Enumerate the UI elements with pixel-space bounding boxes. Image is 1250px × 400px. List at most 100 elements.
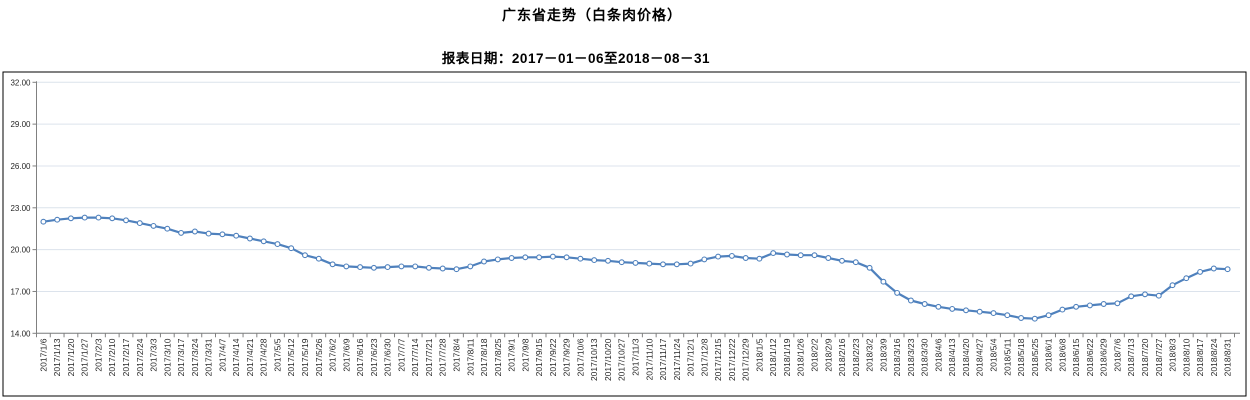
data-point-marker (839, 257, 845, 264)
data-point-marker (1004, 312, 1011, 319)
x-axis-label: 2018/2/9 (823, 338, 833, 371)
x-axis-label: 2018/5/25 (1030, 338, 1040, 376)
x-axis-label: 2017/7/14 (410, 338, 420, 376)
x-axis-label: 2018/3/30 (920, 338, 930, 376)
data-point-marker (494, 256, 501, 263)
x-axis-label: 2018/1/26 (796, 338, 806, 376)
x-axis-label: 2018/4/27 (975, 338, 985, 376)
x-axis-label: 2017/11/17 (658, 338, 668, 380)
data-point-marker (894, 289, 901, 296)
data-point-marker (660, 261, 666, 268)
x-axis-label: 2018/2/2 (810, 338, 820, 371)
data-point-marker (921, 301, 928, 307)
data-point-marker (935, 303, 942, 310)
data-point-marker (536, 254, 543, 261)
data-point-marker (302, 252, 308, 259)
data-point-marker (1224, 266, 1231, 273)
x-axis-label: 2018/7/13 (1126, 338, 1136, 376)
x-axis-label: 2017/6/30 (383, 338, 393, 376)
data-point-marker (1169, 282, 1176, 289)
data-point-marker (976, 308, 983, 315)
data-point-marker (219, 231, 226, 238)
data-point-marker (949, 305, 956, 312)
x-axis-label: 2017/10/27 (617, 338, 627, 381)
data-point-marker (811, 252, 818, 259)
x-axis-label: 2017/4/7 (217, 338, 227, 371)
data-point-marker (563, 254, 570, 261)
x-axis-label: 2017/3/17 (176, 338, 186, 376)
x-axis-label: 2018/4/20 (961, 338, 971, 376)
data-point-marker (178, 229, 185, 236)
data-point-marker (205, 230, 212, 237)
x-axis-label: 2018/3/2 (865, 338, 875, 371)
data-point-marker (1197, 268, 1204, 275)
x-axis-label: 2017/10/13 (589, 338, 599, 381)
y-axis-label: 20.00 (10, 246, 31, 255)
x-axis-label: 2017/1/20 (66, 338, 76, 376)
data-point-marker (67, 215, 74, 222)
data-point-marker (687, 260, 694, 267)
x-axis-label: 2018/8/31 (1223, 338, 1233, 376)
data-point-marker (54, 216, 61, 223)
data-point-marker (425, 264, 432, 271)
data-point-marker (1018, 315, 1025, 321)
x-axis-label: 2017/8/18 (479, 338, 489, 376)
x-axis-label: 2018/8/17 (1195, 338, 1205, 376)
x-axis-label: 2017/10/20 (603, 338, 613, 381)
x-axis-label: 2017/5/12 (286, 338, 296, 376)
x-axis-label: 2017/12/8 (699, 338, 709, 376)
data-point-marker (770, 250, 777, 257)
x-axis-label: 2018/1/19 (782, 338, 792, 376)
data-point-marker (1059, 306, 1066, 313)
x-axis-label: 2017/2/3 (93, 338, 103, 371)
x-axis-label: 2017/6/9 (341, 338, 351, 371)
x-axis-label: 2018/2/23 (851, 338, 861, 376)
data-point-marker (701, 256, 708, 263)
data-point-marker (343, 263, 350, 270)
x-axis-label: 2017/7/28 (438, 338, 448, 376)
data-point-marker (797, 252, 804, 259)
data-point-marker (412, 263, 419, 270)
x-axis-label: 2018/3/9 (878, 338, 888, 371)
x-axis-label: 2018/8/24 (1209, 338, 1219, 376)
x-axis-label: 2017/3/3 (149, 338, 159, 371)
x-axis-label: 2018/5/18 (1016, 338, 1026, 376)
data-point-marker (136, 220, 143, 227)
data-point-marker (1210, 265, 1217, 272)
x-axis-label: 2017/6/2 (328, 338, 338, 371)
x-axis-label: 2017/7/21 (424, 338, 434, 376)
x-axis-label: 2017/3/24 (190, 338, 200, 376)
data-point-marker (618, 259, 625, 266)
data-point-marker (646, 260, 653, 267)
data-point-marker (715, 253, 722, 260)
data-point-marker (825, 255, 832, 261)
data-point-marker (81, 214, 88, 221)
data-point-marker (1100, 301, 1107, 307)
x-axis-label: 2017/8/25 (493, 338, 503, 376)
x-axis-label: 2018/2/16 (837, 338, 847, 376)
x-axis-label: 2017/7/7 (396, 338, 406, 371)
data-point-marker (95, 214, 102, 221)
data-point-marker (481, 258, 487, 265)
x-axis-label: 2017/8/4 (451, 338, 461, 371)
x-axis-label: 2018/6/8 (1057, 338, 1067, 371)
y-axis-label: 32.00 (10, 78, 31, 87)
x-axis-label: 2018/3/23 (906, 338, 916, 376)
data-point-marker (1128, 293, 1135, 300)
x-axis-label: 2018/7/20 (1140, 338, 1150, 376)
data-point-marker (1114, 300, 1121, 307)
data-point-marker (467, 263, 474, 270)
x-axis-label: 2017/9/29 (562, 338, 572, 376)
data-point-marker (963, 307, 969, 314)
data-point-marker (1086, 302, 1093, 309)
x-axis-label: 2018/6/15 (1071, 338, 1081, 376)
x-axis-label: 2017/12/29 (741, 338, 751, 381)
data-point-marker (990, 310, 997, 317)
x-axis-label: 2017/11/3 (630, 338, 640, 375)
data-point-marker (150, 222, 157, 229)
x-axis-label: 2017/1/13 (52, 338, 62, 376)
data-point-marker (907, 297, 914, 304)
data-point-marker (357, 264, 364, 271)
data-point-marker (246, 235, 253, 242)
